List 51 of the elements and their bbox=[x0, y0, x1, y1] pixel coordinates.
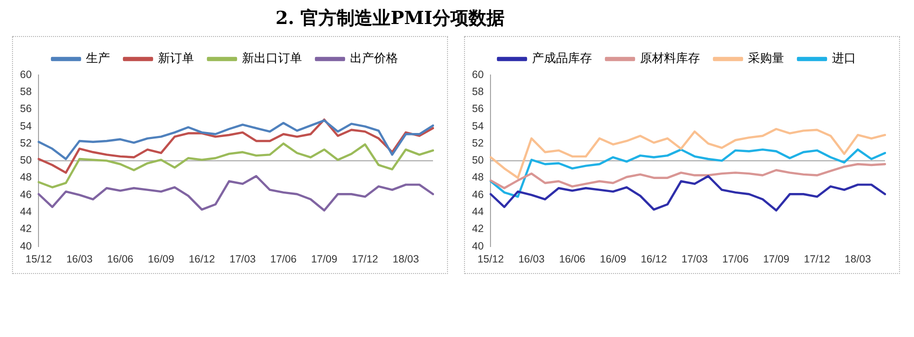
y-tick-label: 40 bbox=[20, 240, 32, 252]
x-tick-label: 16/03 bbox=[518, 254, 545, 266]
x-tick-label: 16/06 bbox=[559, 254, 586, 266]
x-tick-label: 17/09 bbox=[311, 254, 338, 266]
y-tick-label: 48 bbox=[472, 172, 484, 184]
x-tick-label: 16/03 bbox=[66, 254, 93, 266]
y-tick-label: 52 bbox=[472, 137, 484, 150]
y-tick-label: 58 bbox=[20, 86, 32, 98]
y-tick-label: 44 bbox=[20, 206, 32, 218]
y-tick-label: 46 bbox=[472, 188, 484, 201]
legend-label: 新出口订单 bbox=[242, 51, 302, 66]
x-tick-label: 17/03 bbox=[230, 254, 256, 266]
x-tick-label: 16/09 bbox=[148, 254, 174, 266]
legend-label: 产成品库存 bbox=[532, 51, 592, 66]
legend-label: 原材料库存 bbox=[640, 51, 700, 66]
y-tick-label: 42 bbox=[472, 223, 484, 236]
x-tick-label: 17/06 bbox=[270, 254, 297, 266]
x-tick-label: 17/12 bbox=[804, 254, 830, 266]
x-tick-label: 17/03 bbox=[682, 254, 708, 266]
y-tick-label: 60 bbox=[20, 68, 32, 81]
y-tick-label: 54 bbox=[20, 120, 32, 132]
x-tick-label: 16/12 bbox=[188, 254, 216, 266]
y-tick-label: 52 bbox=[20, 137, 32, 150]
x-tick-label: 16/12 bbox=[640, 254, 668, 266]
y-tick-label: 56 bbox=[20, 103, 32, 116]
x-tick-label: 16/06 bbox=[107, 254, 134, 266]
x-tick-label: 18/03 bbox=[844, 254, 872, 266]
chart-title: 2. 官方制造业PMI分项数据 bbox=[274, 7, 506, 30]
x-tick-label: 17/12 bbox=[352, 254, 378, 266]
x-tick-label: 17/09 bbox=[763, 254, 790, 266]
y-tick-label: 60 bbox=[472, 68, 484, 81]
legend-label: 进口 bbox=[832, 51, 856, 66]
legend-label: 新订单 bbox=[158, 51, 194, 66]
legend-label: 出产价格 bbox=[350, 51, 398, 66]
x-tick-label: 15/12 bbox=[478, 254, 504, 266]
y-tick-label: 56 bbox=[472, 103, 484, 116]
y-tick-label: 46 bbox=[20, 188, 32, 201]
x-tick-label: 17/06 bbox=[722, 254, 749, 266]
y-tick-label: 58 bbox=[472, 86, 484, 98]
y-tick-label: 40 bbox=[472, 240, 484, 252]
y-tick-label: 48 bbox=[20, 172, 32, 184]
x-tick-label: 16/09 bbox=[600, 254, 626, 266]
legend-label: 生产 bbox=[86, 51, 110, 66]
y-tick-label: 42 bbox=[20, 223, 32, 236]
y-tick-label: 44 bbox=[472, 206, 484, 218]
x-tick-label: 15/12 bbox=[26, 254, 52, 266]
y-tick-label: 54 bbox=[472, 120, 484, 132]
y-tick-label: 50 bbox=[472, 154, 484, 167]
y-tick-label: 50 bbox=[20, 154, 32, 167]
legend-label: 采购量 bbox=[748, 51, 784, 66]
x-tick-label: 18/03 bbox=[392, 254, 420, 266]
